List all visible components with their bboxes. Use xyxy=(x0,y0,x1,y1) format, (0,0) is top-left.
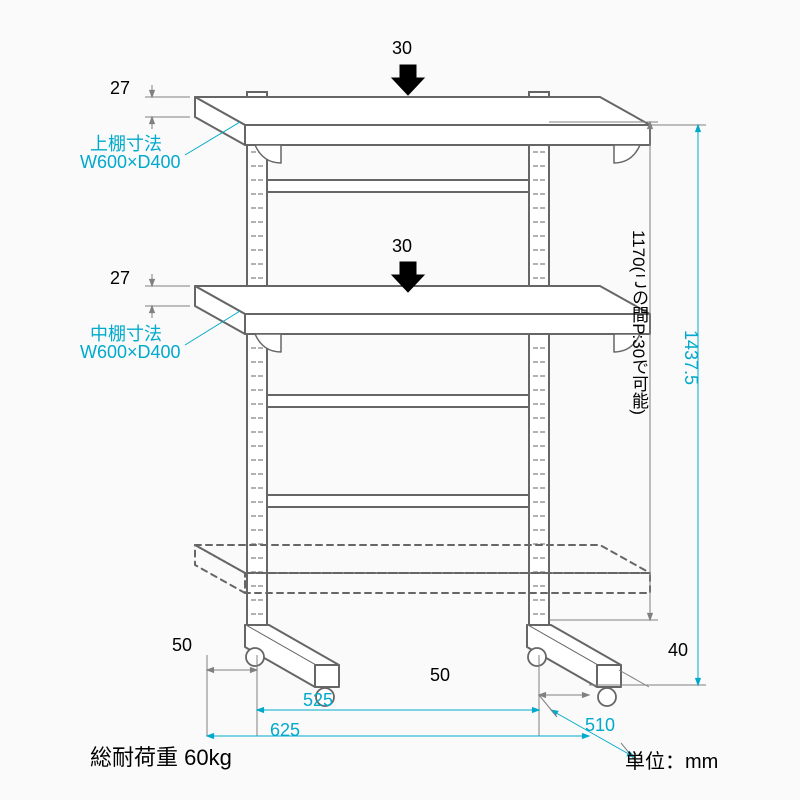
mid-thickness-label: 27 xyxy=(110,268,130,289)
height-inner-dim: 1170(この間P:30で可能) xyxy=(626,230,651,415)
height-total-dim: 1437.5 xyxy=(680,330,701,385)
depth-inner-dim: 510 xyxy=(585,715,615,736)
load-capacity-label: 総耐荷重 60kg xyxy=(90,740,232,772)
top-thickness-label: 27 xyxy=(110,78,130,99)
upper-shelf-label-2: W600×D400 xyxy=(80,152,181,173)
foot-right-dim: 50 xyxy=(430,665,450,686)
depth-foot-dim: 40 xyxy=(668,640,688,661)
middle-shelf-label-2: W600×D400 xyxy=(80,342,181,363)
unit-label: 単位：mm xyxy=(625,745,718,774)
foot-inner-dim: 525 xyxy=(303,690,333,711)
top-load-label: 30 xyxy=(392,38,412,59)
foot-left-dim: 50 xyxy=(172,635,192,656)
diagram-svg xyxy=(0,0,800,800)
mid-load-label: 30 xyxy=(392,236,412,257)
foot-total-dim: 625 xyxy=(270,720,300,741)
